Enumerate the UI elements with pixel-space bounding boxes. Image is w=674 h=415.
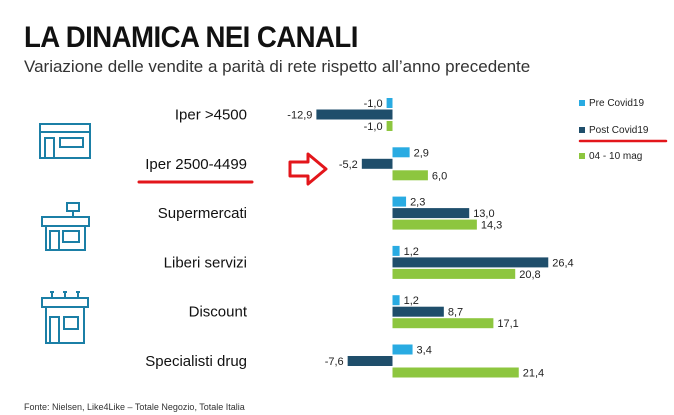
bar-pre-covid19 (392, 196, 407, 207)
category-label: Discount (189, 304, 248, 321)
data-label: 8,7 (448, 307, 463, 319)
category-label: Iper >4500 (175, 107, 247, 124)
data-label: 1,2 (404, 246, 419, 258)
data-label: -7,6 (325, 356, 344, 368)
legend-label: Pre Covid19 (589, 98, 644, 109)
bar-pre-covid19 (386, 98, 393, 108)
data-label: 2,9 (414, 147, 429, 159)
legend-swatch (579, 153, 585, 159)
bar-post-covid19 (392, 306, 444, 317)
data-label: -12,9 (287, 110, 312, 122)
bar-post-covid19 (392, 208, 470, 219)
chart: Iper >4500 Iper 2500-4499 Supermercati Libe… (39, 98, 668, 380)
legend-label: 04 - 10 mag (589, 151, 642, 162)
bar-pre-covid19 (392, 245, 400, 256)
bar-04-10-mag (392, 170, 428, 181)
highlight-annotations (137, 139, 668, 186)
bar-04-10-mag (392, 219, 477, 230)
category-label: Liberi servizi (164, 254, 247, 271)
data-label: 6,0 (432, 170, 447, 182)
data-label: 26,4 (552, 257, 573, 269)
category-icons (39, 123, 91, 344)
page-title: LA DINAMICA NEI CANALI (24, 21, 358, 54)
hypermarket-icon (39, 123, 91, 159)
legend-swatch (579, 127, 585, 133)
bar-04-10-mag (386, 121, 393, 131)
bar-pre-covid19 (392, 295, 400, 306)
source-note: Fonte: Nielsen, Like4Like – Totale Negoz… (24, 402, 245, 412)
data-label: 14,3 (481, 220, 502, 232)
red-arrow-icon (288, 152, 328, 186)
discount-store-icon (41, 291, 89, 344)
bar-04-10-mag (392, 318, 494, 329)
data-label: 13,0 (473, 208, 494, 220)
data-label: -1,0 (364, 98, 383, 110)
data-label: 3,4 (417, 345, 432, 357)
data-label: 1,2 (404, 295, 419, 307)
page-subtitle: Variazione delle vendite a parità di ret… (24, 57, 531, 76)
bar-04-10-mag (392, 268, 516, 279)
bar-pre-covid19 (392, 344, 413, 355)
data-label: 20,8 (519, 269, 540, 281)
chart-legend: Pre Covid19 Post Covid19 04 - 10 mag (579, 98, 649, 162)
data-label: -1,0 (364, 121, 383, 133)
category-label: Iper 2500-4499 (145, 156, 247, 173)
legend-swatch (579, 100, 585, 106)
data-label: 21,4 (523, 368, 544, 380)
supermarket-icon (41, 202, 90, 251)
legend-label: Post Covid19 (589, 125, 649, 136)
bar-04-10-mag (392, 367, 519, 378)
category-label: Supermercati (158, 205, 247, 222)
data-label: 2,3 (410, 197, 425, 209)
category-label: Specialisti drug (145, 353, 247, 370)
bar-post-covid19 (392, 257, 549, 268)
bar-pre-covid19 (392, 147, 410, 158)
bar-post-covid19 (347, 356, 393, 366)
data-label: 17,1 (497, 318, 518, 330)
data-label: -5,2 (339, 159, 358, 171)
bar-post-covid19 (361, 158, 393, 169)
bar-post-covid19 (316, 109, 393, 120)
